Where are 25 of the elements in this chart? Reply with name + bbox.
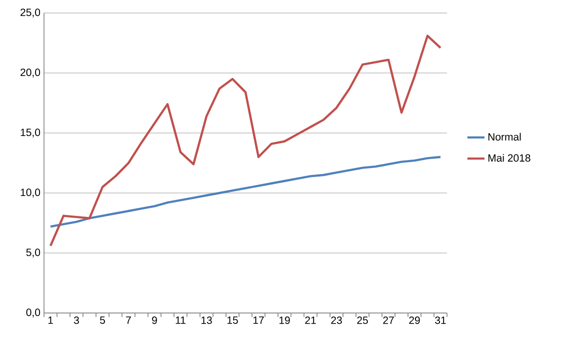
line-series [49,156,442,228]
x-tick-label: 29 [409,316,420,324]
x-tick-label: 3 [74,316,79,324]
legend-label: Normal [488,132,521,141]
legend-label: Mai 2018 [488,154,530,162]
x-tick-label: 25 [357,316,368,324]
x-tick-label: 17 [253,316,264,324]
x-tick-label: 9 [152,316,157,324]
x-tick-label: 7 [126,316,131,324]
x-tick-label: 31 [435,316,446,324]
x-tick-label: 27 [383,316,394,324]
x-tick-label: 1 [48,316,53,324]
x-tick-label: 23 [331,316,342,324]
x-tick-label: 15 [227,316,238,324]
x-tick-label: 19 [279,316,290,324]
y-tick-label: 25,0 [20,8,40,18]
x-tick-label: 21 [305,316,316,324]
y-tick-label: 10,0 [20,188,40,198]
x-tick-label: 13 [201,316,212,324]
y-tick-label: 0,0 [26,308,40,318]
y-tick-label: 15,0 [20,128,40,138]
y-tick-label: 20,0 [20,68,40,78]
x-tick-label: 5 [100,316,105,324]
x-tick-label: 11 [176,316,186,324]
y-tick-label: 5,0 [26,248,40,258]
